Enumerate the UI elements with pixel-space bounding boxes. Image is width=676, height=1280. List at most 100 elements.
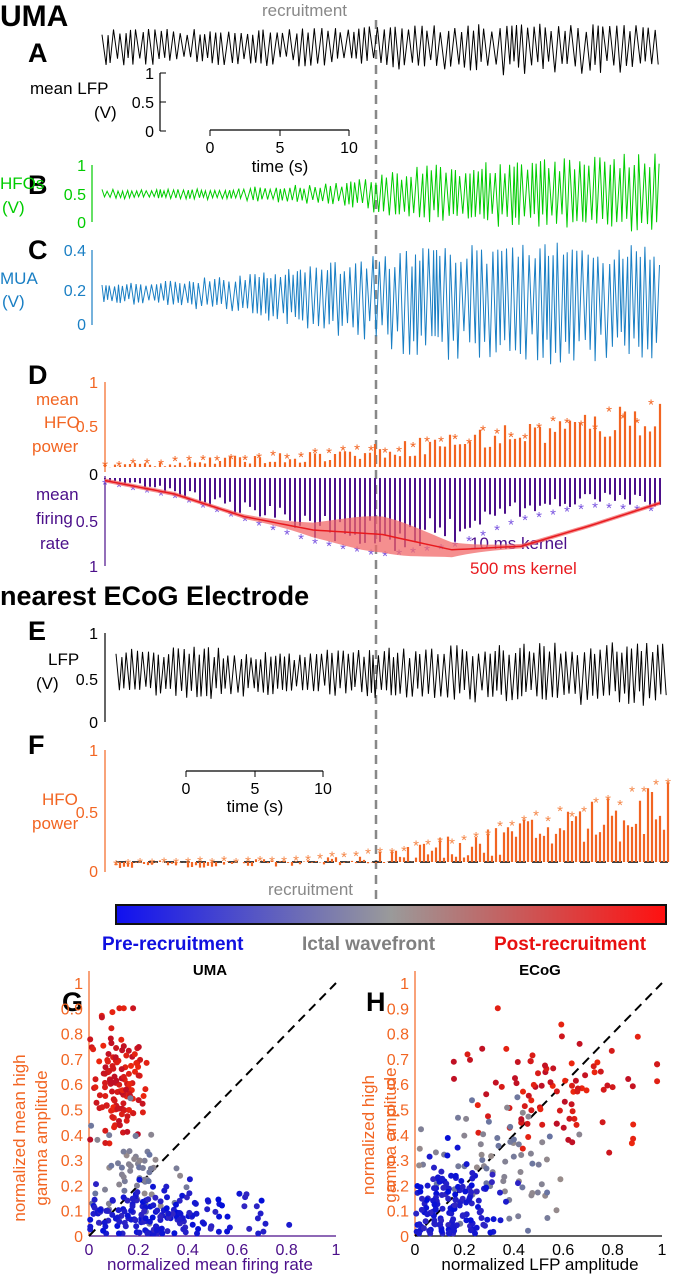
- g-point: [109, 1088, 115, 1095]
- h-point: [459, 1183, 466, 1190]
- h-point: [426, 1153, 433, 1160]
- g-point: [135, 1044, 142, 1050]
- d-firing-star: *: [186, 495, 192, 512]
- g-point: [96, 1092, 103, 1099]
- f-time-tick: 10: [314, 781, 332, 798]
- e-tick: 0: [89, 715, 98, 732]
- g-point: [146, 1151, 153, 1158]
- g-point: [87, 1136, 94, 1143]
- h-point: [568, 1101, 575, 1108]
- h-point: [446, 1229, 452, 1236]
- f-time-tick: 5: [251, 781, 260, 798]
- d-hfo-star: *: [256, 450, 262, 467]
- h-point: [452, 1172, 459, 1179]
- h-point: [515, 1180, 521, 1187]
- g-point: [148, 1131, 155, 1138]
- g-point: [135, 1072, 142, 1079]
- h-point: [547, 1079, 554, 1086]
- h-point: [487, 1229, 494, 1236]
- f-hfo-star: *: [185, 854, 191, 871]
- h-point: [458, 1178, 465, 1184]
- h-point: [512, 1075, 518, 1082]
- a-tick: 0: [145, 124, 154, 141]
- f-hfo-star: *: [653, 777, 659, 794]
- h-point: [474, 1102, 481, 1109]
- colorbar: [115, 904, 667, 925]
- g-point: [102, 1140, 109, 1146]
- d-hfo-star: *: [396, 443, 402, 460]
- h-point: [450, 1058, 457, 1065]
- h-point: [439, 1175, 446, 1182]
- h-point: [432, 1149, 439, 1156]
- h-point: [630, 1121, 637, 1128]
- ecog-title: nearest ECoG Electrode: [0, 581, 309, 611]
- h-point: [495, 1142, 502, 1149]
- g-point: [132, 1217, 139, 1224]
- d-hfo-star: *: [620, 410, 626, 427]
- g-point: [121, 1219, 128, 1226]
- d-hfo-star: *: [354, 442, 360, 459]
- h-point: [558, 1021, 565, 1028]
- f-hfo-star: *: [221, 853, 227, 870]
- h-point: [569, 1108, 576, 1115]
- d-firing-star: *: [550, 506, 556, 523]
- g-point: [126, 1148, 133, 1155]
- g-point: [118, 1111, 125, 1118]
- f-hfo-star: *: [317, 851, 323, 868]
- g-xtick: 0.4: [177, 1242, 199, 1259]
- h-point: [492, 1079, 499, 1086]
- h-point: [500, 1178, 507, 1185]
- h-point: [569, 1082, 575, 1089]
- d-tick: 1: [89, 559, 98, 576]
- d-firing-star: *: [214, 504, 220, 521]
- d-firing-star: *: [172, 490, 178, 507]
- h-point: [418, 1206, 425, 1213]
- h-point: [475, 1197, 482, 1204]
- legend-pre: Pre-recruitment: [102, 934, 244, 955]
- g-point: [125, 1047, 132, 1054]
- g-point: [124, 1197, 131, 1204]
- g-point: [120, 1073, 127, 1080]
- d-hfo-star: *: [382, 444, 388, 461]
- g-point: [125, 1161, 132, 1168]
- g-point: [216, 1213, 223, 1220]
- h-ytick: 0.1: [387, 1204, 409, 1221]
- f-hfo-star: *: [665, 775, 671, 792]
- g-xlabel: normalized mean firing rate: [107, 1255, 313, 1274]
- ecog-lfp-trace: [115, 642, 667, 706]
- g-ytick: 0.9: [61, 1001, 83, 1018]
- h-point: [488, 1179, 495, 1186]
- h-point: [574, 1088, 581, 1095]
- h-xtick: 0: [411, 1242, 420, 1259]
- h-point: [543, 1156, 550, 1163]
- h-point: [510, 1153, 517, 1160]
- h-point: [484, 1216, 491, 1223]
- h-point: [477, 1141, 484, 1148]
- h-point: [431, 1217, 438, 1224]
- g-point: [102, 1079, 108, 1086]
- d-hfo-star: *: [536, 420, 542, 437]
- d-firing-star: *: [270, 522, 276, 539]
- g-ytick: 0.6: [61, 1077, 83, 1094]
- g-point: [134, 1182, 140, 1189]
- b-tick: 1: [77, 158, 86, 175]
- h-point: [544, 1215, 551, 1221]
- g-ytick: 0.4: [61, 1128, 83, 1145]
- f-hfo-star: *: [329, 849, 335, 866]
- d-hfo-star: *: [200, 452, 206, 469]
- g-point: [132, 1068, 138, 1075]
- g-point: [125, 1070, 132, 1077]
- f-hfo-star: *: [557, 803, 563, 820]
- chart-marks: * * * * * * * * * * * * * * * * * * * * * * * * * * * * * * * * * * * * * * * *…: [61, 23, 671, 1259]
- d-firing-star: *: [242, 513, 248, 530]
- f-hfo-star: *: [461, 832, 467, 849]
- h-xlabel: normalized LFP amplitude: [441, 1255, 638, 1274]
- h-point: [583, 1087, 590, 1094]
- h-point: [473, 1188, 480, 1195]
- d-firing-star: *: [256, 517, 262, 534]
- f-hfo-star: *: [605, 792, 611, 809]
- g-point: [118, 1036, 125, 1043]
- h-ytick: 0.7: [387, 1052, 409, 1069]
- f-hfo-star: *: [173, 855, 179, 872]
- g-point: [109, 1211, 116, 1218]
